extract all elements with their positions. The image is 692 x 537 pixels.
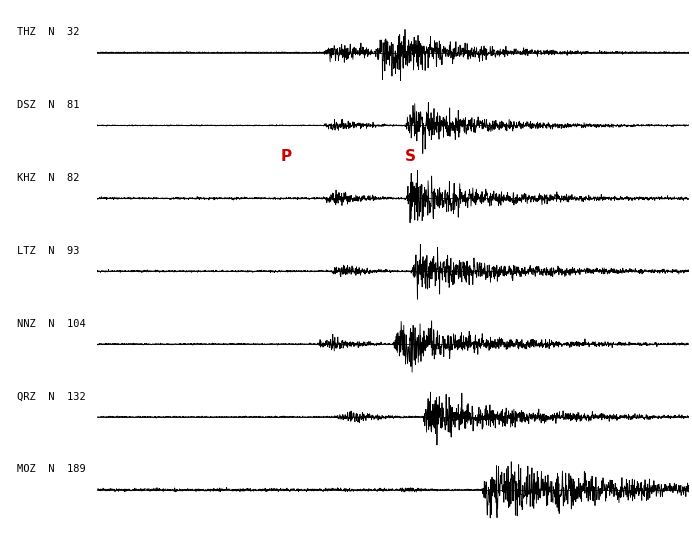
Text: S: S (405, 149, 416, 164)
Text: MOZ  N  189: MOZ N 189 (17, 465, 86, 474)
Text: LTZ  N  93: LTZ N 93 (17, 246, 80, 256)
Text: QRZ  N  132: QRZ N 132 (17, 391, 86, 402)
Text: DSZ  N  81: DSZ N 81 (17, 100, 80, 110)
Text: P: P (281, 149, 292, 164)
Text: KHZ  N  82: KHZ N 82 (17, 173, 80, 183)
Text: NNZ  N  104: NNZ N 104 (17, 318, 86, 329)
Text: THZ  N  32: THZ N 32 (17, 27, 80, 37)
